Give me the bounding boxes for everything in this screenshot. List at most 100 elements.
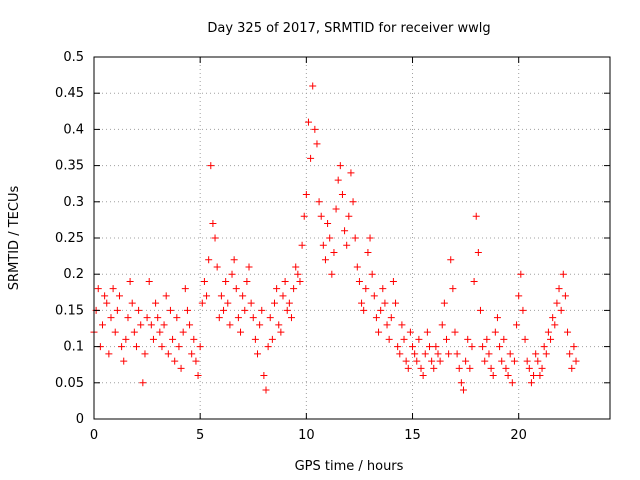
data-point bbox=[402, 357, 410, 365]
x-tick-label: 20 bbox=[510, 428, 527, 443]
data-point bbox=[169, 335, 177, 343]
y-tick-label: 0.1 bbox=[63, 340, 84, 355]
data-point bbox=[311, 125, 319, 133]
data-point bbox=[347, 169, 355, 177]
data-point bbox=[326, 234, 334, 242]
data-point bbox=[164, 350, 172, 358]
data-point bbox=[130, 328, 138, 336]
data-point bbox=[394, 343, 402, 351]
data-point bbox=[319, 241, 327, 249]
data-point bbox=[198, 299, 206, 307]
data-point bbox=[396, 350, 404, 358]
data-point bbox=[547, 335, 555, 343]
data-point bbox=[351, 234, 359, 242]
data-point bbox=[358, 299, 366, 307]
x-tick-label: 5 bbox=[196, 428, 204, 443]
data-point bbox=[398, 321, 406, 329]
data-point bbox=[126, 277, 134, 285]
y-tick-label: 0.15 bbox=[55, 303, 84, 318]
data-point bbox=[330, 248, 338, 256]
data-point bbox=[162, 292, 170, 300]
data-point bbox=[262, 386, 270, 394]
data-point bbox=[287, 314, 295, 322]
data-point bbox=[517, 270, 525, 278]
data-point bbox=[447, 256, 455, 264]
data-point bbox=[175, 343, 183, 351]
data-point bbox=[353, 263, 361, 271]
data-point bbox=[341, 227, 349, 235]
data-point bbox=[375, 328, 383, 336]
data-point bbox=[470, 277, 478, 285]
data-point bbox=[245, 263, 253, 271]
data-point bbox=[211, 234, 219, 242]
data-point bbox=[143, 314, 151, 322]
data-point bbox=[254, 350, 262, 358]
data-point bbox=[277, 328, 285, 336]
data-point bbox=[166, 306, 174, 314]
data-point bbox=[536, 372, 544, 380]
data-point bbox=[423, 328, 431, 336]
data-point bbox=[370, 292, 378, 300]
data-point bbox=[283, 306, 291, 314]
data-point bbox=[188, 350, 196, 358]
data-point bbox=[502, 364, 510, 372]
data-point bbox=[515, 292, 523, 300]
data-point bbox=[472, 212, 480, 220]
data-point bbox=[385, 335, 393, 343]
data-point bbox=[300, 212, 308, 220]
y-tick-label: 0.05 bbox=[55, 376, 84, 391]
data-point bbox=[256, 321, 264, 329]
data-point bbox=[504, 372, 512, 380]
y-axis-label: SRMTID / TECUs bbox=[7, 186, 22, 291]
data-point bbox=[304, 118, 312, 126]
data-point bbox=[530, 372, 538, 380]
data-point bbox=[118, 343, 126, 351]
data-point bbox=[540, 343, 548, 351]
data-point bbox=[468, 343, 476, 351]
data-point bbox=[332, 205, 340, 213]
data-point bbox=[459, 386, 467, 394]
data-point bbox=[481, 357, 489, 365]
data-point bbox=[498, 357, 506, 365]
data-point bbox=[328, 270, 336, 278]
data-point bbox=[362, 285, 370, 293]
data-point bbox=[428, 357, 436, 365]
data-point bbox=[251, 335, 259, 343]
data-point bbox=[349, 198, 357, 206]
data-point bbox=[491, 328, 499, 336]
data-point bbox=[285, 299, 293, 307]
data-point bbox=[298, 241, 306, 249]
data-point bbox=[101, 292, 109, 300]
data-point bbox=[440, 299, 448, 307]
data-point bbox=[438, 321, 446, 329]
data-point bbox=[139, 379, 147, 387]
data-point bbox=[258, 306, 266, 314]
data-point bbox=[449, 285, 457, 293]
data-point bbox=[186, 321, 194, 329]
data-point bbox=[434, 350, 442, 358]
data-point bbox=[506, 350, 514, 358]
data-point bbox=[559, 270, 567, 278]
data-point bbox=[489, 372, 497, 380]
data-point bbox=[553, 299, 561, 307]
data-point bbox=[513, 321, 521, 329]
data-point bbox=[442, 335, 450, 343]
data-point bbox=[209, 220, 217, 228]
y-tick-label: 0.35 bbox=[55, 159, 84, 174]
data-point bbox=[109, 285, 117, 293]
data-point bbox=[294, 270, 302, 278]
data-point bbox=[124, 314, 132, 322]
data-point bbox=[141, 350, 149, 358]
y-tick-label: 0.45 bbox=[55, 86, 84, 101]
data-point bbox=[243, 277, 251, 285]
data-point bbox=[557, 306, 565, 314]
data-point bbox=[462, 357, 470, 365]
data-point bbox=[215, 314, 223, 322]
data-point bbox=[152, 299, 160, 307]
data-point bbox=[381, 299, 389, 307]
data-point bbox=[493, 314, 501, 322]
data-point bbox=[379, 285, 387, 293]
data-point bbox=[171, 357, 179, 365]
data-point bbox=[160, 321, 168, 329]
